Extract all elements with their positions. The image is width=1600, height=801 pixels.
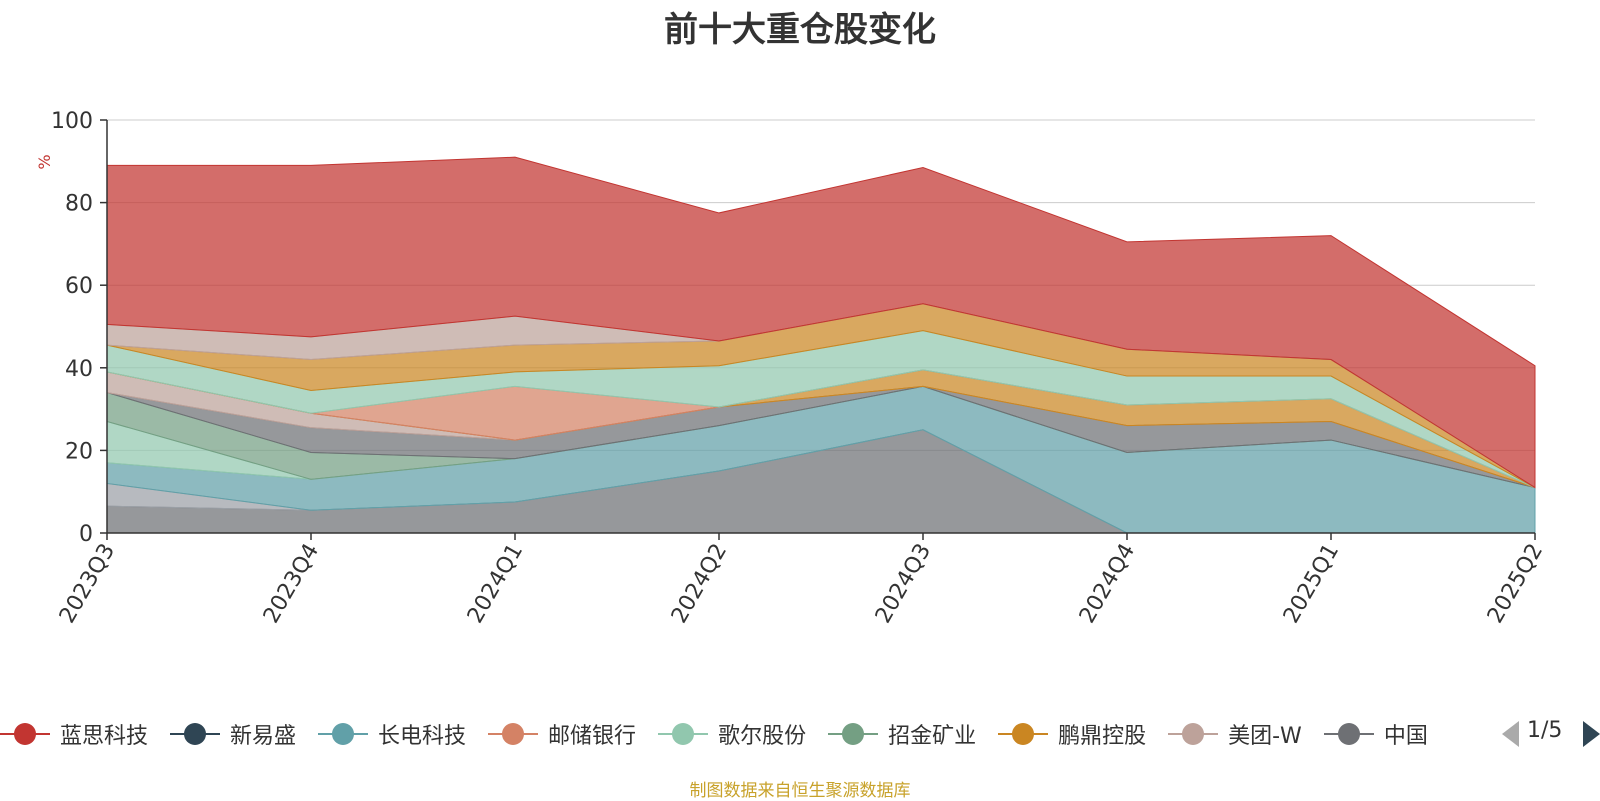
y-tick-label: 60 — [65, 274, 93, 299]
x-tick-label: 2024Q3 — [871, 540, 936, 628]
legend-item[interactable]: 鹏鼎控股 — [998, 712, 1146, 756]
legend-label: 邮储银行 — [548, 724, 637, 749]
y-tick-label: 40 — [65, 357, 93, 382]
x-tick-label: 2023Q3 — [55, 540, 120, 628]
legend-marker-icon — [658, 722, 709, 746]
legend-label: 蓝思科技 — [60, 724, 149, 749]
x-tick-label: 2025Q2 — [1483, 540, 1548, 628]
legend-marker-icon — [170, 722, 221, 746]
legend-pager: 1/5 — [1502, 712, 1600, 756]
y-tick-labels: 0 20 40 60 80 100 — [51, 109, 93, 547]
area-series-12 — [106, 156, 1536, 489]
source-note: 制图数据来自恒生聚源数据库 — [689, 781, 911, 801]
legend-label: 歌尔股份 — [718, 724, 807, 749]
legend-item[interactable]: 蓝思科技 — [0, 712, 148, 756]
legend-label: 长电科技 — [378, 724, 467, 749]
legend-item[interactable]: 邮储银行 — [488, 712, 636, 756]
legend-label: 美团-W — [1228, 724, 1302, 749]
legend-page-indicator: 1/5 — [1527, 718, 1563, 743]
legend-item[interactable]: 长电科技 — [318, 712, 466, 756]
legend-item[interactable]: 中国 — [1323, 712, 1428, 756]
chart-title: 前十大重仓股变化 — [664, 10, 936, 50]
y-tick-label: 80 — [65, 192, 93, 217]
legend-marker-icon — [0, 722, 50, 746]
legend-label: 招金矿业 — [888, 724, 977, 749]
y-tick-label: 20 — [65, 439, 93, 464]
legend-label: 中国 — [1383, 724, 1428, 749]
legend-item[interactable]: 新易盛 — [170, 712, 296, 756]
legend-marker-icon — [318, 722, 369, 746]
y-axis-label: % — [35, 154, 54, 169]
x-tick-label: 2024Q1 — [463, 540, 528, 628]
y-tick-label: 0 — [79, 522, 93, 547]
legend-item[interactable]: 招金矿业 — [828, 712, 976, 756]
legend-label: 新易盛 — [230, 724, 297, 749]
legend-item[interactable]: 歌尔股份 — [658, 712, 806, 756]
x-tick-label: 2024Q4 — [1075, 540, 1140, 628]
x-tick-label: 2025Q1 — [1279, 540, 1344, 628]
x-tick-label: 2024Q2 — [667, 540, 732, 628]
legend-marker-icon — [1168, 722, 1219, 746]
legend-prev-page-icon[interactable] — [1502, 721, 1519, 747]
x-tick-label: 2023Q4 — [259, 540, 324, 628]
legend-items: 蓝思科技 新易盛 长电科技 邮储银行 歌尔股份 招金矿业 鹏鼎控股 美团-W 中国 — [0, 712, 1478, 756]
legend-marker-icon — [828, 722, 879, 746]
legend-label: 鹏鼎控股 — [1058, 724, 1147, 749]
legend: 蓝思科技 新易盛 长电科技 邮储银行 歌尔股份 招金矿业 鹏鼎控股 美团-W 中国 1/5 — [0, 712, 1600, 756]
legend-marker-icon — [1323, 722, 1374, 746]
area-series — [106, 156, 1536, 534]
legend-marker-icon — [998, 722, 1049, 746]
axes — [100, 119, 1536, 540]
legend-next-page-icon[interactable] — [1583, 721, 1600, 747]
x-tick-labels: 2023Q3 2023Q4 2024Q1 2024Q2 2024Q3 2024Q4 2025… — [55, 540, 1548, 628]
legend-marker-icon — [488, 722, 539, 746]
legend-item[interactable]: 美团-W — [1168, 712, 1302, 756]
y-tick-label: 100 — [51, 109, 93, 134]
